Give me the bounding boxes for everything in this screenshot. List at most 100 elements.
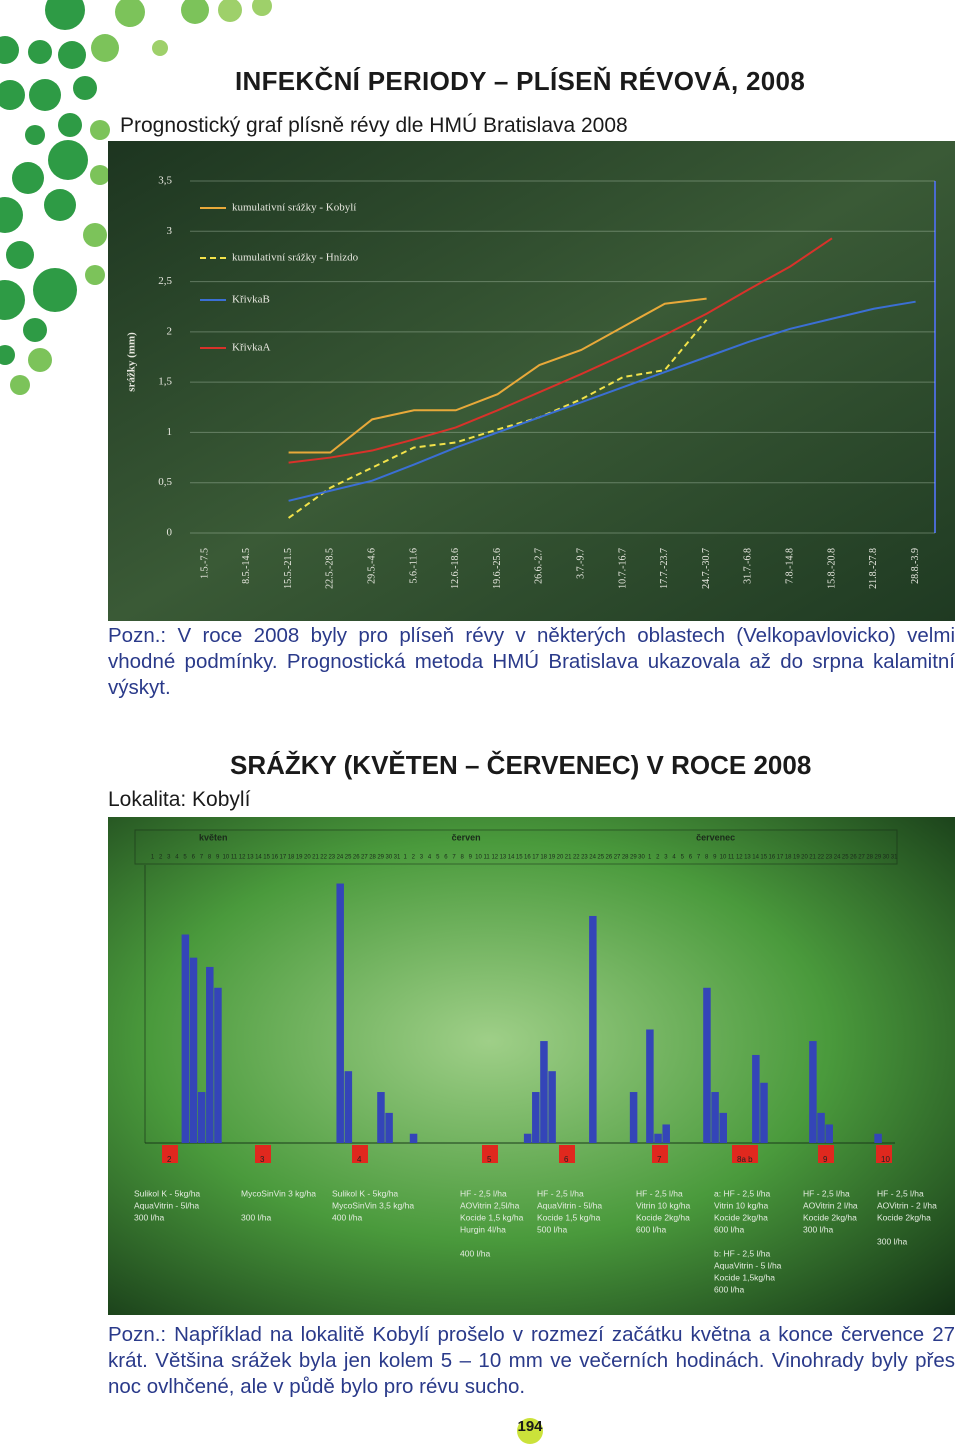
treatment-marker bbox=[352, 1145, 368, 1163]
treatment-text: a: HF - 2,5 l/ha bbox=[714, 1188, 770, 1198]
header-band bbox=[134, 829, 898, 865]
treatment-text: Hurgin 4l/ha bbox=[460, 1224, 506, 1234]
day-label: 7 bbox=[452, 855, 456, 861]
bar bbox=[548, 1071, 556, 1143]
day-label: 17 bbox=[777, 855, 784, 861]
treatment-text: 300 l/ha bbox=[803, 1224, 834, 1234]
day-label: 9 bbox=[216, 855, 220, 861]
treatment-text: HF - 2,5 l/ha bbox=[537, 1188, 584, 1198]
day-label: 8 bbox=[461, 855, 465, 861]
treatment-text: Sulikol K - 5kg/ha bbox=[332, 1188, 398, 1198]
section-title: SRÁŽKY (KVĚTEN – ČERVENEC) V ROCE 2008 bbox=[230, 750, 812, 780]
bar bbox=[646, 1029, 654, 1143]
x-tick-label: 21.8.-27.8 bbox=[868, 548, 879, 589]
title: INFEKČNÍ PERIODY – PLÍSEŇ RÉVOVÁ, 2008 bbox=[235, 66, 806, 96]
day-label: 12 bbox=[239, 855, 246, 861]
y-tick-label: 0,5 bbox=[158, 476, 172, 488]
day-label: 21 bbox=[312, 855, 319, 861]
day-label: 13 bbox=[247, 855, 254, 861]
treatment-marker-label: 7 bbox=[657, 1155, 662, 1164]
day-label: 22 bbox=[320, 855, 327, 861]
day-label: 31 bbox=[394, 855, 401, 861]
series-line bbox=[288, 297, 707, 454]
day-label: 11 bbox=[484, 855, 491, 861]
decor-dots bbox=[0, 0, 272, 395]
treatment-text: 300 l/ha bbox=[877, 1236, 908, 1246]
x-tick-label: 8.5.-14.5 bbox=[241, 548, 252, 584]
day-label: 15 bbox=[516, 855, 523, 861]
bar bbox=[809, 1041, 817, 1143]
treatment-text: MycoSinVin 3,5 kg/ha bbox=[332, 1200, 414, 1210]
day-label: 15 bbox=[263, 855, 270, 861]
treatment-text: MycoSinVin 3 kg/ha bbox=[241, 1188, 316, 1198]
day-label: 6 bbox=[689, 855, 693, 861]
x-tick-label: 15.5.-21.5 bbox=[283, 548, 294, 589]
day-label: 1 bbox=[403, 855, 407, 861]
day-label: 18 bbox=[785, 855, 792, 861]
day-label: 15 bbox=[760, 855, 767, 861]
treatment-text: HF - 2,5 l/ha bbox=[803, 1188, 850, 1198]
treatment-text: AquaVitrin - 5l/ha bbox=[134, 1200, 199, 1210]
day-label: 12 bbox=[736, 855, 743, 861]
treatment-text: 400 l/ha bbox=[332, 1212, 363, 1222]
day-label: 30 bbox=[883, 855, 890, 861]
x-tick-label: 1.5.-7.5 bbox=[199, 548, 210, 579]
treatment-text: 300 l/ha bbox=[134, 1212, 165, 1222]
day-label: 28 bbox=[622, 855, 629, 861]
bar bbox=[662, 1124, 670, 1143]
x-tick-label: 10.7.-16.7 bbox=[617, 548, 628, 589]
treatment-text: HF - 2,5 l/ha bbox=[460, 1188, 507, 1198]
month-label: červenec bbox=[696, 832, 735, 842]
day-label: 31 bbox=[891, 855, 898, 861]
day-label: 9 bbox=[469, 855, 473, 861]
treatment-marker-label: 8a b bbox=[737, 1155, 753, 1164]
bar bbox=[344, 1071, 353, 1143]
bar bbox=[523, 1133, 532, 1143]
x-tick-label: 24.7.-30.7 bbox=[701, 548, 712, 589]
legend-label: kumulativní srážky - Hnizdo bbox=[232, 252, 359, 264]
treatment-marker-label: 2 bbox=[167, 1155, 172, 1164]
bar bbox=[206, 966, 214, 1143]
treatment-text: AquaVitrin - 5 l/ha bbox=[714, 1260, 782, 1270]
bar bbox=[385, 1112, 393, 1143]
x-tick-label: 31.7.-6.8 bbox=[743, 548, 754, 584]
day-label: 5 bbox=[436, 855, 440, 861]
day-label: 4 bbox=[428, 855, 432, 861]
month-label: červen bbox=[452, 832, 481, 842]
day-label: 28 bbox=[866, 855, 873, 861]
day-label: 27 bbox=[858, 855, 865, 861]
bar bbox=[629, 1092, 638, 1143]
bar bbox=[540, 1041, 548, 1143]
day-label: 2 bbox=[656, 855, 660, 861]
chart1-background bbox=[108, 141, 955, 621]
day-label: 21 bbox=[809, 855, 816, 861]
day-label: 29 bbox=[630, 855, 637, 861]
y-tick-label: 2,5 bbox=[158, 275, 172, 287]
day-label: 16 bbox=[271, 855, 278, 861]
day-label: 29 bbox=[875, 855, 882, 861]
y-tick-label: 3,5 bbox=[158, 175, 172, 187]
day-label: 19 bbox=[549, 855, 556, 861]
bar bbox=[189, 957, 198, 1143]
day-label: 5 bbox=[681, 855, 685, 861]
day-label: 3 bbox=[420, 855, 424, 861]
day-label: 30 bbox=[386, 855, 393, 861]
day-label: 10 bbox=[720, 855, 727, 861]
bar bbox=[719, 1112, 727, 1143]
day-label: 9 bbox=[713, 855, 717, 861]
series-line bbox=[288, 319, 708, 519]
bar bbox=[336, 883, 344, 1143]
day-label: 23 bbox=[581, 855, 588, 861]
day-label: 20 bbox=[304, 855, 311, 861]
page-number-badge bbox=[517, 1418, 543, 1444]
treatment-marker-label: 9 bbox=[823, 1155, 828, 1164]
day-label: 25 bbox=[842, 855, 849, 861]
day-label: 30 bbox=[638, 855, 645, 861]
day-label: 21 bbox=[565, 855, 572, 861]
x-tick-label: 15.8.-20.8 bbox=[826, 548, 837, 589]
day-label: 3 bbox=[664, 855, 668, 861]
day-label: 20 bbox=[801, 855, 808, 861]
day-label: 6 bbox=[192, 855, 196, 861]
bar bbox=[874, 1133, 882, 1143]
